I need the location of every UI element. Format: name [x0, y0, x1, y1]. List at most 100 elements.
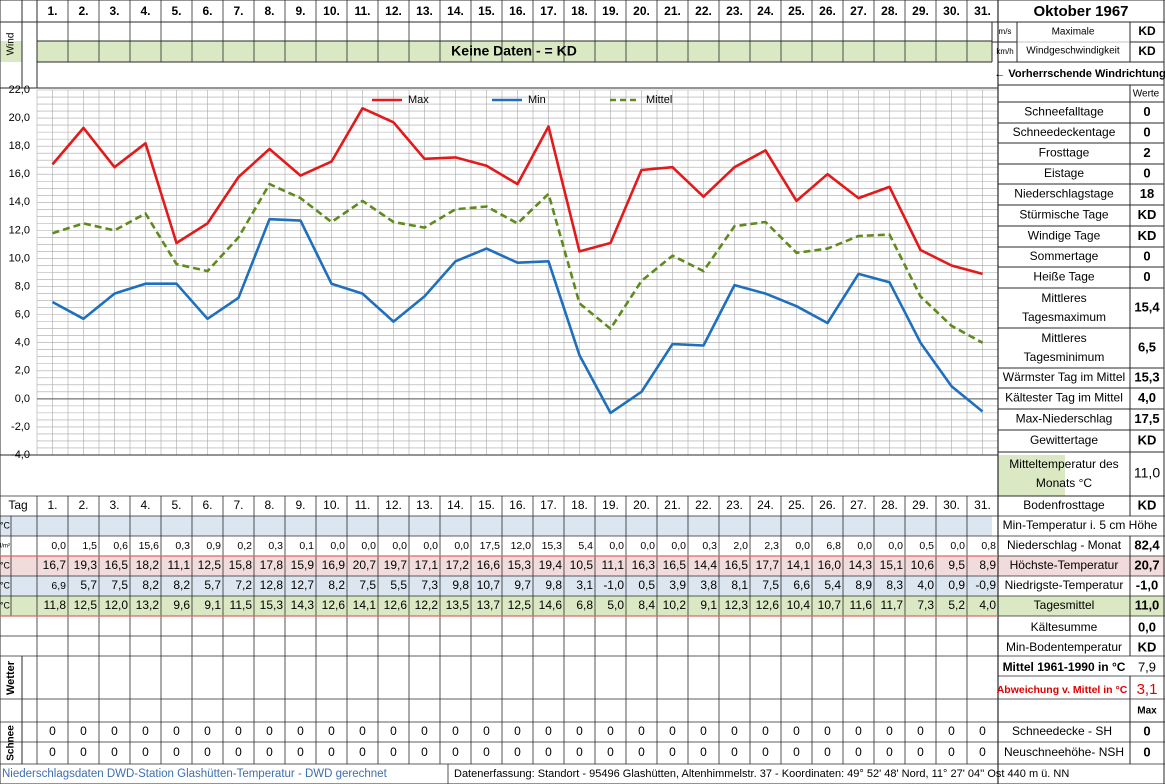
cell-min: 8,9 [855, 578, 872, 592]
cell-new-snow: 0 [421, 745, 428, 759]
mean-label: Tagesmittel [1034, 598, 1095, 612]
day-header: 9. [295, 4, 305, 18]
day-header: 22. [695, 4, 712, 18]
cell-snow-depth: 0 [886, 724, 893, 738]
row-unit: °C [0, 600, 11, 610]
deviation-label: Abweichung v. Mittel in °C [997, 684, 1128, 696]
stat-label: Tagesminimum [1024, 350, 1105, 364]
cell-snow-depth: 0 [948, 724, 955, 738]
cell-min: 5,7 [204, 578, 221, 592]
day-header: 7. [233, 4, 243, 18]
cell-max: 15,3 [508, 558, 532, 572]
day-header: 23. [726, 4, 743, 18]
cell-rain: 2,0 [733, 540, 748, 552]
deviation-value: 3,1 [1137, 681, 1158, 698]
max-temp-label: Höchste-Temperatur [1010, 558, 1119, 572]
mean-band [0, 596, 998, 616]
legend-label-min: Min [528, 94, 546, 106]
cell-min: 8,3 [886, 578, 903, 592]
cell-new-snow: 0 [359, 745, 366, 759]
row-unit: °C [0, 580, 11, 590]
snow-depth-value: 0 [1143, 723, 1150, 738]
cell-snow-depth: 0 [917, 724, 924, 738]
cell-rain: 5,4 [578, 540, 593, 552]
day-header: 29. [912, 4, 929, 18]
day-label: 19. [602, 498, 619, 512]
cell-new-snow: 0 [731, 745, 738, 759]
cell-max: 15,8 [229, 558, 253, 572]
stat-value: 2 [1143, 145, 1150, 160]
day-header: 15. [478, 4, 495, 18]
y-tick-label: 14,0 [9, 196, 30, 208]
day-header: 16. [509, 4, 526, 18]
cell-rain: 12,0 [511, 540, 532, 552]
cell-rain: 0,0 [857, 540, 872, 552]
day-header: 2. [78, 4, 88, 18]
y-tick-label: -4,0 [11, 449, 30, 461]
no-data-text: Keine Daten - = KD [451, 43, 577, 59]
cell-min: 5,7 [80, 578, 97, 592]
cell-mean: 11,6 [850, 598, 873, 612]
y-tick-label: 20,0 [9, 112, 30, 124]
cell-snow-depth: 0 [669, 724, 676, 738]
cell-rain: 0,0 [640, 540, 655, 552]
cell-snow-depth: 0 [638, 724, 645, 738]
cell-rain: 6,8 [826, 540, 841, 552]
day-label: 1. [47, 498, 57, 512]
max-wind-kmh: KD [1138, 44, 1156, 58]
stat-value: 0 [1143, 104, 1150, 119]
day-label: 27. [850, 498, 867, 512]
cell-snow-depth: 0 [328, 724, 335, 738]
cell-max: 15,1 [880, 558, 904, 572]
day-label: 15. [478, 498, 495, 512]
cell-new-snow: 0 [638, 745, 645, 759]
cell-mean: 11,7 [881, 598, 904, 612]
snow-depth-label: Schneedecke - SH [1012, 724, 1112, 738]
cell-new-snow: 0 [452, 745, 459, 759]
day-header: 18. [571, 4, 588, 18]
snow-label: Schnee [6, 725, 17, 761]
cell-rain: 0,0 [795, 540, 810, 552]
day-label: 13. [416, 498, 433, 512]
normal-label: Mittel 1961-1990 in °C [1003, 660, 1126, 674]
cell-min: 7,2 [235, 578, 252, 592]
row-unit: °C [0, 520, 11, 530]
cell-new-snow: 0 [886, 745, 893, 759]
stat-label: Monats °C [1036, 476, 1092, 490]
y-tick-label: 4,0 [15, 337, 30, 349]
day-label: 17. [540, 498, 557, 512]
cell-rain: 0,0 [609, 540, 624, 552]
cell-min: 5,5 [390, 578, 407, 592]
y-tick-label: 2,0 [15, 365, 30, 377]
stat-label: Mittleres [1041, 331, 1086, 345]
mean-stat-band [998, 596, 1165, 616]
cell-rain: 15,6 [139, 540, 160, 552]
stat-value: KD [1138, 432, 1157, 447]
legend-label-mittel: Mittel [646, 94, 672, 106]
cell-mean: 11,8 [44, 598, 67, 612]
day-label: 6. [202, 498, 212, 512]
cell-min: 0,5 [638, 578, 655, 592]
cell-mean: 9,6 [173, 598, 190, 612]
day-header: 11. [354, 4, 370, 18]
day-label: 7. [233, 498, 243, 512]
cell-rain: 0,1 [299, 540, 314, 552]
cell-snow-depth: 0 [297, 724, 304, 738]
no-data-band [37, 41, 992, 62]
cell-new-snow: 0 [793, 745, 800, 759]
cell-rain: 0,0 [950, 540, 965, 552]
cell-rain: 0,0 [361, 540, 376, 552]
day-header: 14. [447, 4, 464, 18]
max-wind-label: Windgeschwindigkeit [1026, 46, 1120, 57]
cell-rain: 0,0 [392, 540, 407, 552]
stat-label: Eistage [1044, 166, 1084, 180]
min5-label: Min-Temperatur i. 5 cm Höhe [1003, 518, 1158, 532]
stat-value: 4,0 [1138, 390, 1156, 405]
values-header: Werte [1133, 89, 1160, 100]
day-label: 14. [447, 498, 464, 512]
cell-mean: 10,2 [663, 598, 687, 612]
cell-max: 11,1 [168, 558, 191, 572]
cell-max: 19,3 [74, 558, 98, 572]
cell-min: 12,8 [260, 578, 284, 592]
cell-max: 20,7 [353, 558, 377, 572]
